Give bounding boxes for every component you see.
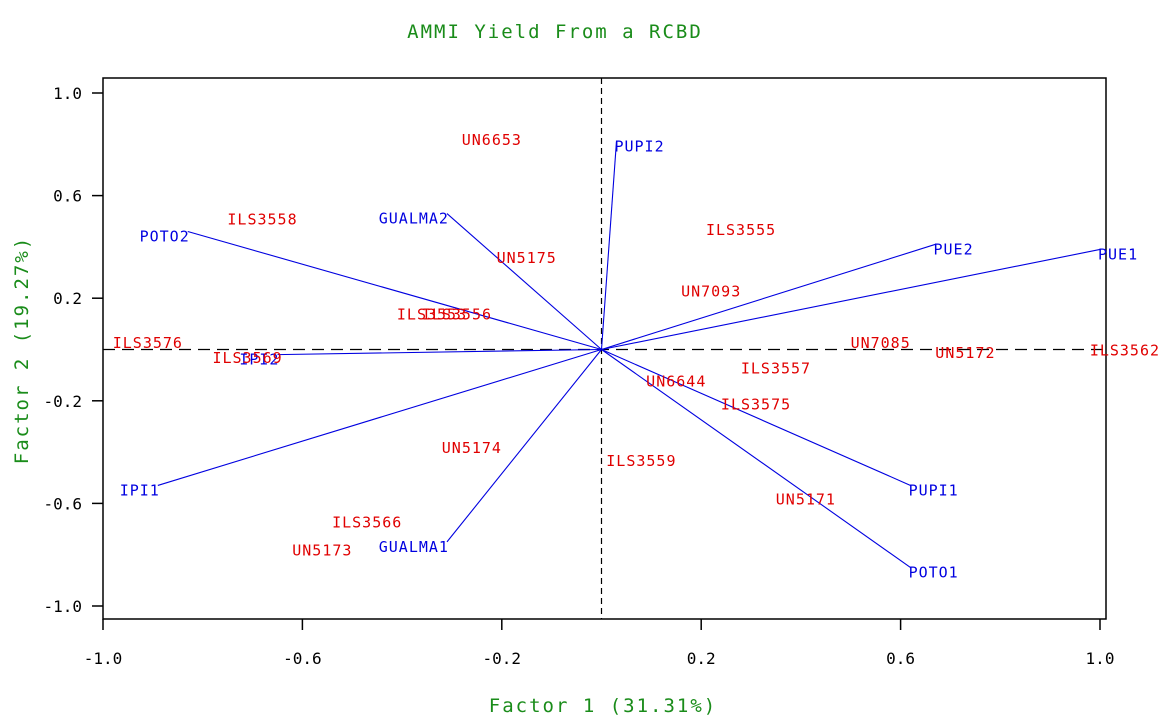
environment-vector [601,349,911,568]
environment-label: GUALMA1 [379,538,449,556]
genotype-label: UN6653 [462,131,522,149]
environment-label: PUE2 [933,240,973,258]
genotype-label: ILS3556 [422,306,492,324]
environment-labels: PUPI2 GUALMA2 POTO2 PUE2 PUE1 IPI2 IPI1 GUALMA1… [120,138,1138,582]
x-axis-label: Factor 1 (31.31%) [489,695,717,717]
environment-label: IPI1 [120,481,160,499]
genotype-label: ILS3553 [397,306,467,324]
genotype-label: UN7093 [681,283,741,301]
genotype-label: UN6644 [646,372,706,390]
environment-vector [277,348,602,356]
environment-label: POTO1 [909,564,959,582]
environment-label: PUE1 [1098,245,1138,263]
genotype-label: UN5173 [292,542,352,560]
environment-label: IPI2 [239,351,279,369]
genotype-label: ILS3575 [721,395,791,413]
genotype-label: ILS3559 [606,452,676,470]
plot-frame [102,77,1107,620]
x-tick-label: -1.0 [84,649,123,668]
y-tick-label: -0.2 [43,392,82,411]
y-axis-label: Factor 2 (19.27%) [11,236,33,464]
genotype-label: ILS3558 [227,211,297,229]
genotype-label: ILS3566 [332,513,402,531]
y-tick-label: -1.0 [43,597,82,616]
chart-title: AMMI Yield From a RCBD [407,21,703,43]
environment-label: PUPI2 [614,138,664,156]
environment-vector [446,349,602,543]
x-tick-label: -0.2 [483,649,522,668]
environment-vector [601,248,1101,351]
genotype-label: UN5175 [497,249,557,267]
environment-vector [157,348,602,486]
environment-label: POTO2 [140,228,190,246]
genotype-label: UN5171 [776,490,836,508]
y-tick-label: 0.2 [53,289,82,308]
y-tick-label: -0.6 [43,494,82,513]
environment-vectors [157,141,1101,568]
environment-vector [601,348,911,486]
environment-vector [601,243,936,351]
y-tick-label: 0.6 [53,187,82,206]
x-tick-label: 1.0 [1086,649,1115,668]
genotype-label: UN5174 [442,439,502,457]
environment-vector [446,213,602,350]
environment-vector [187,230,602,351]
y-tick-label: 1.0 [53,84,82,103]
genotype-label: ILS3569 [212,349,282,367]
genotype-label: ILS3555 [706,221,776,239]
genotype-label: ILS3557 [741,359,811,377]
genotype-labels: UN6653ILS3558ILS3555UN5175UN7093ILS3556I… [113,131,1160,560]
genotype-label: ILS3562 [1090,342,1160,360]
environment-label: GUALMA2 [379,210,449,228]
x-tick-label: 0.6 [886,649,915,668]
environment-label: PUPI1 [909,481,959,499]
x-tick-label: -0.6 [283,649,322,668]
genotype-label: UN7085 [851,334,911,352]
x-tick-label: 0.2 [687,649,716,668]
environment-vector [600,141,618,350]
genotype-label: ILS3576 [113,334,183,352]
genotype-label: UN5172 [935,344,995,362]
axis-ticks: -1.0 -0.6 -0.2 0.2 0.6 1.0 1.0 0.6 0.2 -0.2 -0.6 -1… [43,84,1114,668]
